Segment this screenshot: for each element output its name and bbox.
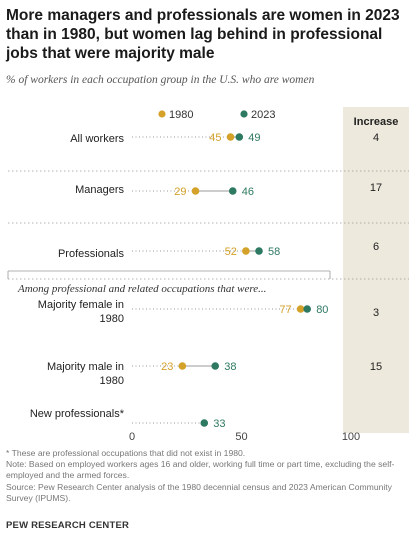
value-label-1980: 45 [209,132,221,144]
footnotes: * These are professional occupations tha… [6,448,410,504]
value-label-1980: 52 [225,246,237,258]
category-label: 1980 [100,375,124,387]
point-1980 [178,362,187,370]
footnote-source: Source: Pew Research Center analysis of … [6,481,392,503]
increase-value: 6 [373,241,379,253]
point-2023 [200,419,209,427]
value-label-2023: 38 [224,361,236,373]
x-tick-label: 0 [129,431,135,440]
value-label-2023: 49 [248,132,260,144]
legend-marker-1980 [158,110,166,118]
value-label-2023: 33 [213,418,225,430]
value-label-2023: 80 [316,304,328,316]
increase-value: 3 [373,307,379,319]
legend-label-2023: 2023 [251,109,275,121]
point-2023 [235,133,244,141]
dot-plot: Increase Among professional and related o… [7,107,409,440]
point-2023 [303,305,312,313]
value-label-1980: 29 [174,186,186,198]
footnote-asterisk: * These are professional occupations tha… [6,448,246,458]
chart-subtitle: % of workers in each occupation group in… [6,74,315,86]
category-label: Majority male in [47,361,124,373]
increase-header: Increase [354,116,399,128]
legend-marker-2023 [240,110,248,118]
point-2023 [255,247,263,255]
increase-value: 15 [370,361,382,373]
value-label-1980: 23 [161,361,173,373]
x-tick-label: 100 [342,431,360,440]
category-label: All workers [70,133,124,145]
point-1980 [296,305,305,313]
legend-label-1980: 1980 [169,109,193,121]
category-label: Majority female in [38,299,124,311]
chart-title: More managers and professionals are wome… [6,7,400,62]
value-label-2023: 58 [268,246,280,258]
value-label-2023: 46 [242,186,254,198]
category-label: Professionals [58,248,125,260]
increase-value: 17 [370,182,382,194]
value-label-1980: 77 [279,304,291,316]
point-2023 [228,187,237,195]
group-note: Among professional and related occupatio… [17,283,266,295]
footnote-note: Note: Based on employed workers ages 16 … [6,459,395,481]
point-1980 [242,247,250,255]
point-1980 [226,133,235,141]
increase-column-bg [343,107,409,433]
x-tick-label: 50 [235,431,247,440]
point-1980 [191,187,200,195]
category-label: Managers [75,184,124,196]
category-label: New professionals* [30,408,125,420]
category-label: 1980 [100,313,124,325]
increase-value: 4 [373,132,379,144]
point-2023 [211,362,220,370]
source-label: PEW RESEARCH CENTER [6,520,130,531]
